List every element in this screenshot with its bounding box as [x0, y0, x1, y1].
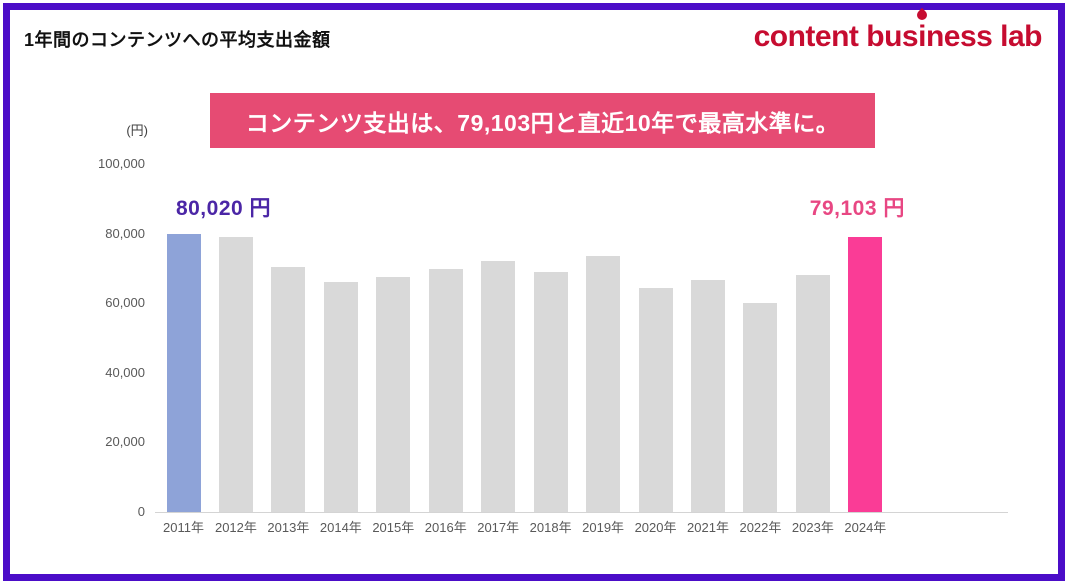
bar-2011年	[166, 234, 201, 512]
x-tick-label: 2015年	[372, 520, 415, 535]
page-title: 1年間のコンテンツへの平均支出金額	[24, 30, 331, 50]
logo-text-tail: ness lab	[925, 20, 1043, 53]
bar-2016年	[428, 269, 463, 512]
logo-letter-i-text: i	[918, 20, 926, 53]
plot-area	[155, 164, 1008, 513]
bar-2015年	[376, 277, 411, 512]
y-tick-label: 0	[137, 504, 145, 519]
y-tick-label: 80,000	[105, 225, 145, 241]
bar-2021年	[691, 280, 725, 512]
bar-2022年	[743, 303, 778, 512]
headline-banner: コンテンツ支出は、79,103円と直近10年で最高水準に。	[210, 93, 875, 148]
y-tick-label: 20,000	[105, 434, 145, 450]
x-tick-label: 2018年	[529, 520, 572, 535]
value-annotation: 79,103 円	[809, 197, 905, 220]
bar-2023年	[795, 275, 830, 512]
bar-2024年	[848, 237, 883, 512]
bar-2019年	[586, 256, 621, 512]
x-tick-label: 2014年	[319, 520, 362, 535]
bar-2018年	[533, 272, 568, 512]
brand-logo: content bus iness lab	[753, 7, 1043, 54]
x-tick-label: 2021年	[687, 520, 729, 535]
page-frame: 1年間のコンテンツへの平均支出金額 content bus iness lab コ…	[3, 3, 1065, 581]
bar-2012年	[218, 237, 253, 512]
y-tick-label: 100,000	[98, 156, 145, 171]
x-tick-label: 2016年	[424, 520, 467, 535]
bar-2017年	[481, 261, 516, 512]
value-annotation: 80,020 円	[175, 197, 272, 220]
x-tick-label: 2023年	[791, 520, 834, 535]
logo-text-head: content bus	[753, 20, 919, 53]
x-tick-label: 2011年	[163, 520, 204, 535]
bar-2014年	[323, 282, 358, 512]
y-axis: 0 20,000 40,000 60,000 80,000 100,000	[60, 156, 145, 519]
x-tick-label: 2013年	[267, 520, 310, 535]
y-tick-label: 40,000	[105, 364, 145, 380]
y-axis-unit-label: (円)	[126, 123, 148, 138]
x-tick-label: 2012年	[214, 520, 257, 535]
bar-2020年	[638, 288, 673, 512]
x-tick-label: 2022年	[739, 520, 782, 535]
logo-letter-i: i	[914, 7, 930, 54]
headline-text: コンテンツ支出は、79,103円と直近10年で最高水準に。	[245, 109, 840, 136]
x-tick-label: 2024年	[844, 520, 887, 535]
bar-2013年	[271, 267, 306, 512]
x-tick-label: 2019年	[582, 520, 625, 535]
x-axis: 2011年 2012年 2013年 2014年 2015年 2016年 2017年 2018年…	[155, 519, 1008, 539]
y-tick-label: 60,000	[105, 295, 145, 311]
x-tick-label: 2017年	[477, 520, 520, 535]
x-tick-label: 2020年	[634, 520, 677, 535]
